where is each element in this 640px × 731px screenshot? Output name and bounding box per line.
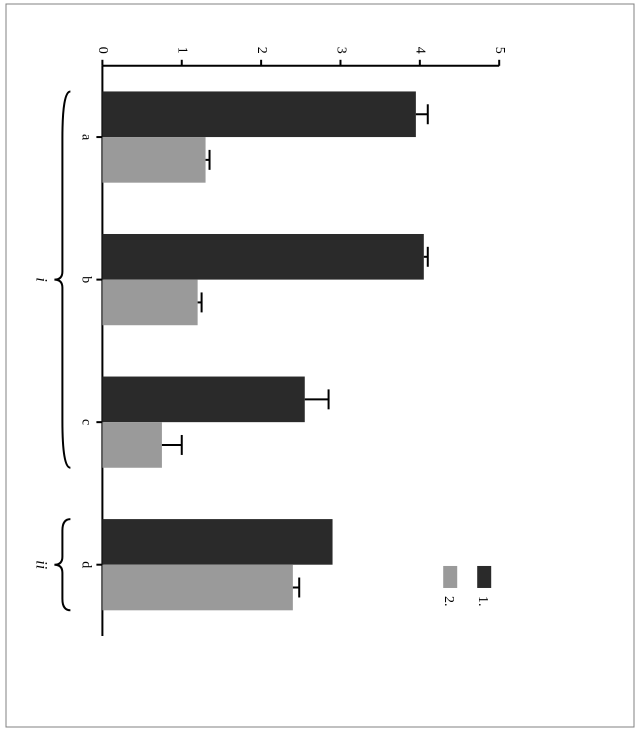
grouped-bar-chart: 012345abcdiii1.2. <box>0 0 640 731</box>
legend-label: 2. <box>441 596 456 607</box>
category-label: a <box>78 134 93 141</box>
category-label: d <box>78 561 93 568</box>
bar <box>102 565 292 611</box>
bar <box>102 91 415 137</box>
bar <box>102 280 197 326</box>
y-tick-label: 0 <box>95 47 110 54</box>
bar <box>102 234 423 280</box>
legend-swatch <box>477 566 491 588</box>
legend-swatch <box>443 566 457 588</box>
bar <box>102 519 332 565</box>
y-tick-label: 4 <box>413 47 428 54</box>
y-tick-label: 3 <box>333 47 348 54</box>
y-tick-label: 1 <box>175 47 190 54</box>
legend-label: 1. <box>475 596 490 607</box>
y-tick-label: 5 <box>492 47 507 54</box>
category-label: b <box>78 276 93 283</box>
y-tick-label: 2 <box>254 47 269 54</box>
bar <box>102 137 205 183</box>
category-label: c <box>78 419 93 425</box>
bar <box>102 377 304 423</box>
bar <box>102 422 162 468</box>
group-brace-label: i <box>32 277 49 281</box>
group-brace-label: ii <box>32 560 49 569</box>
